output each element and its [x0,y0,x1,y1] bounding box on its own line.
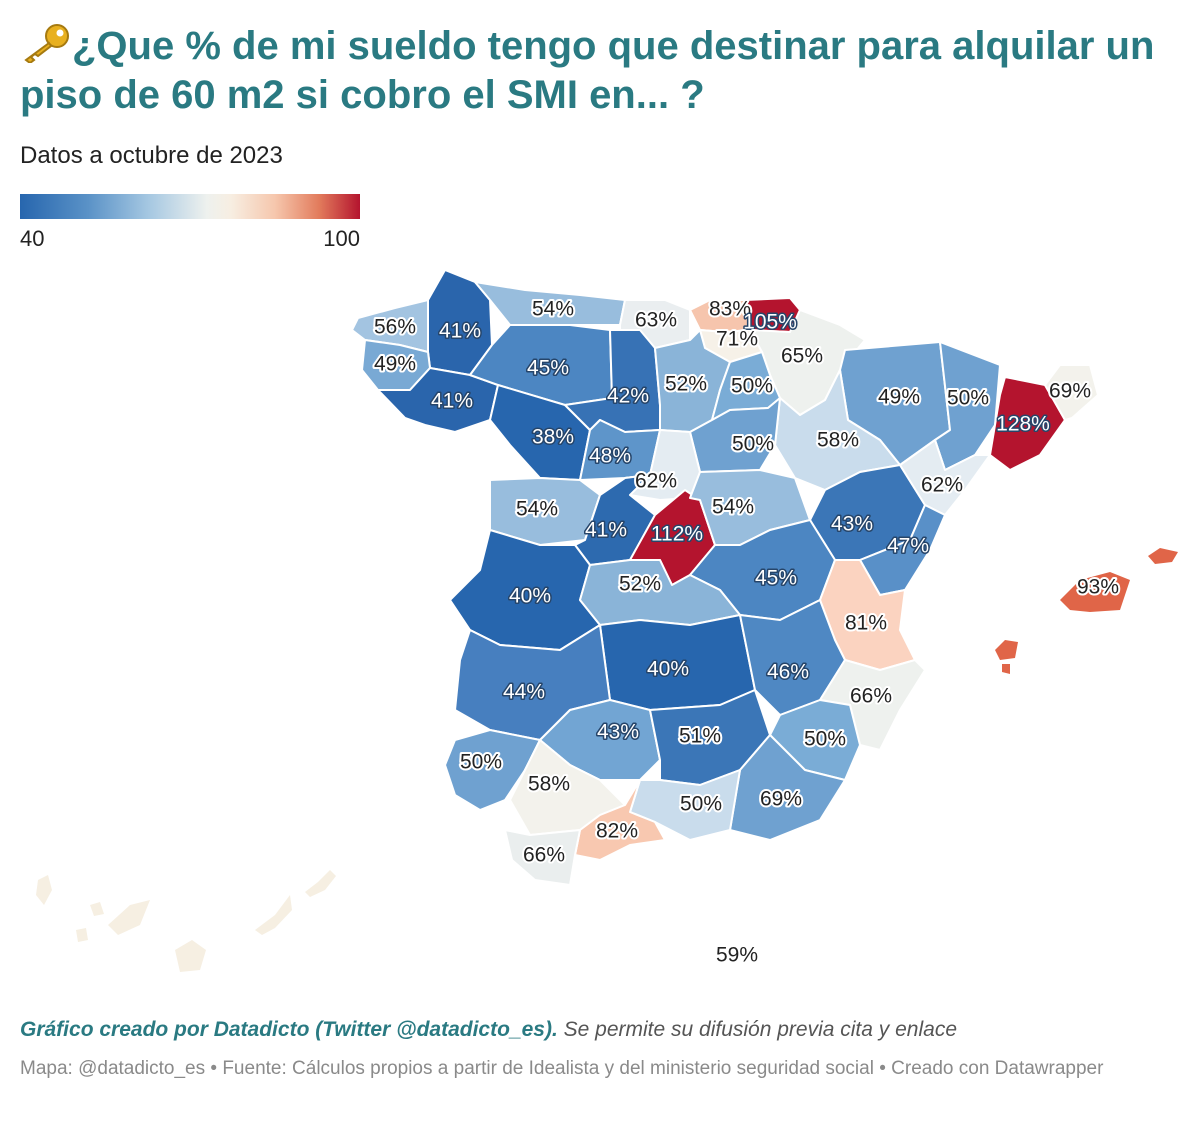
island-area[interactable] [995,640,1018,660]
region-value-label: 82% [596,820,638,843]
island-area[interactable] [1002,664,1010,674]
region-value-label: 41% [431,390,473,413]
region-value-label: 93% [1077,576,1119,599]
subtitle: Datos a octubre de 2023 [20,142,283,169]
region-value-label: 66% [523,844,565,867]
region-value-label: 48% [589,445,631,468]
region-value-label: 50% [947,387,989,410]
region-area[interactable] [504,829,581,886]
key-icon [24,24,69,63]
region-value-label: 54% [516,498,558,521]
region-value-label: 65% [781,345,823,368]
credit-license: Se permite su difusión previa cita y enl… [557,1018,958,1041]
region-value-label: 44% [503,681,545,704]
choropleth-map: 56% 41% 49% 41% 54% 45% 38% 42% 48% 63% 83%105%71%… [36,269,1178,972]
region-value-label: 62% [921,474,963,497]
island-area[interactable] [255,895,292,935]
island-area[interactable] [1060,572,1130,612]
island-area[interactable] [90,902,104,916]
region-value-label: 58% [817,429,859,452]
credit-author: Gráfico creado por Datadicto (Twitter @d… [20,1018,558,1041]
region-value-label: 63% [635,309,677,332]
region-value-label: 69% [1049,380,1091,403]
color-legend-bar [20,194,360,219]
region-value-label: 83% [709,298,751,321]
region-value-label: 52% [665,373,707,396]
legend-max-label: 100 [323,226,360,251]
region-value-label: 56% [374,316,416,339]
region-value-label: 52% [619,573,661,596]
region-area[interactable] [1044,364,1099,421]
region-value-label: 47% [887,535,929,558]
region-value-label: 54% [712,496,754,519]
region-value-label: 49% [878,386,920,409]
island-area[interactable] [108,900,150,935]
region-value-label: 66% [850,685,892,708]
region-value-label: 59% [716,944,758,967]
region-value-label: 128% [996,413,1050,436]
region-value-label: 41% [439,320,481,343]
region-area[interactable] [444,729,541,811]
region-value-label: 40% [509,585,551,608]
region-value-label: 71% [716,328,758,351]
region-value-label: 49% [374,353,416,376]
region-value-label: 54% [532,298,574,321]
region-value-label: 38% [532,426,574,449]
map-title: ¿Que % de mi sueldo tengo que destinar p… [20,22,1170,120]
region-value-label: 45% [527,357,569,380]
region-area[interactable] [579,559,741,626]
region-value-label: 43% [597,721,639,744]
region-value-label: 62% [635,470,677,493]
island-area[interactable] [76,928,88,942]
region-value-label: 50% [804,728,846,751]
source-notes: Mapa: @datadicto_es • Fuente: Cálculos p… [20,1058,1104,1079]
legend-min-label: 40 [20,226,45,251]
region-area[interactable] [574,779,666,861]
region-value-label: 81% [845,612,887,635]
region-value-label: 69% [760,788,802,811]
region-value-label: 112% [651,523,703,546]
island-area[interactable] [1148,548,1178,564]
title-text: ¿Que % de mi sueldo tengo que destinar p… [20,24,1155,117]
region-value-label: 105% [743,311,797,334]
region-value-label: 50% [731,375,773,398]
island-area[interactable] [36,875,52,905]
region-value-label: 50% [732,433,774,456]
region-value-label: 45% [755,567,797,590]
region-value-label: 40% [647,658,689,681]
region-value-label: 50% [460,751,502,774]
island-area[interactable] [305,870,336,897]
region-area[interactable] [729,734,846,841]
region-area[interactable] [774,369,901,491]
region-value-label: 43% [831,513,873,536]
region-value-label: 41% [585,519,627,542]
credit-line: Gráfico creado por Datadicto (Twitter @d… [20,1018,957,1042]
region-value-label: 46% [767,661,809,684]
island-area[interactable] [175,940,206,972]
region-value-label: 42% [607,385,649,408]
region-value-label: 51% [679,725,721,748]
region-value-label: 50% [680,793,722,816]
region-value-label: 58% [528,773,570,796]
